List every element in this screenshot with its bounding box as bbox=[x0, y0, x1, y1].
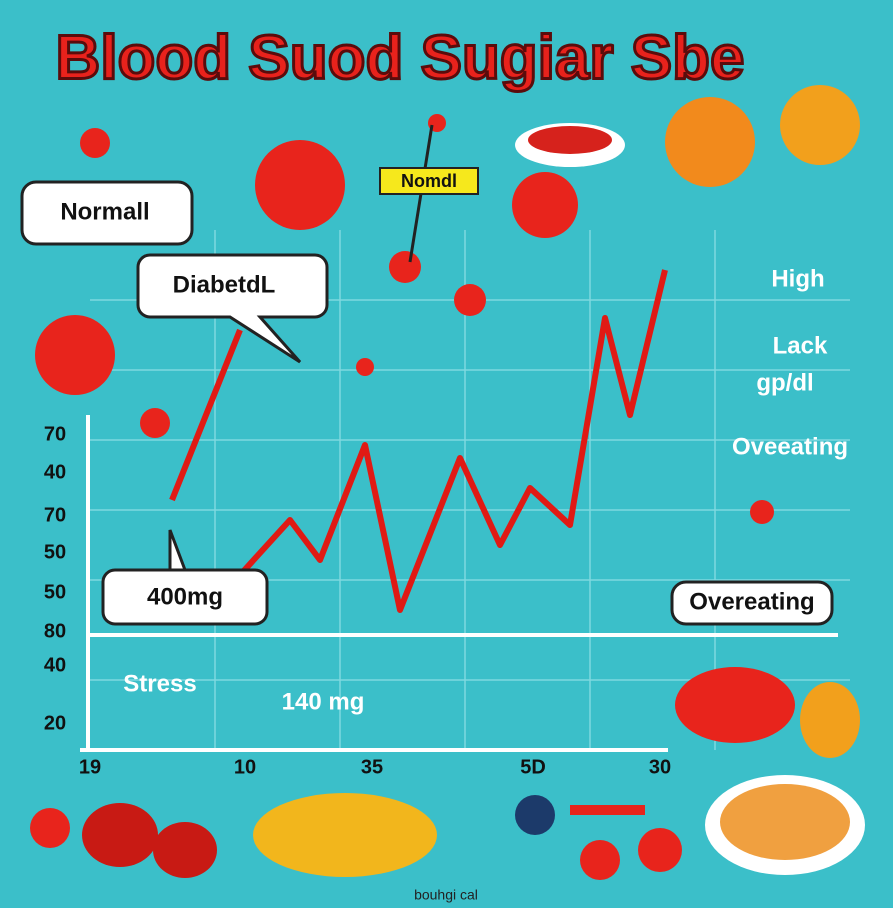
x-axis-label: 5D bbox=[520, 756, 546, 778]
side-label: Stress bbox=[123, 670, 196, 697]
y-axis-label: 40 bbox=[44, 654, 66, 676]
y-axis-labels: 70 40 70 50 50 80 40 20 bbox=[44, 423, 66, 734]
y-axis-label: 80 bbox=[44, 620, 66, 642]
callout-text: DiabetdL bbox=[173, 271, 276, 298]
callout-box bbox=[136, 253, 329, 364]
trend-line bbox=[237, 269, 668, 613]
side-label: Oveeating bbox=[732, 433, 848, 460]
callout-text: 400mg bbox=[147, 583, 223, 610]
callout-box bbox=[670, 580, 834, 626]
y-axis-label: 50 bbox=[44, 581, 66, 603]
x-axis-labels: 19 10 35 5D 30 bbox=[79, 756, 671, 778]
y-axis-label: 70 bbox=[44, 504, 66, 526]
x-axis-label: 30 bbox=[649, 756, 671, 778]
footer: bouhgi cal bbox=[414, 887, 478, 903]
y-axis-label: 20 bbox=[44, 712, 66, 734]
callout-text: Normall bbox=[60, 198, 149, 225]
side-label: Lack bbox=[773, 332, 828, 359]
tag-box bbox=[379, 167, 479, 195]
callout-box bbox=[101, 529, 269, 626]
x-axis-label: 19 bbox=[79, 756, 101, 778]
axes bbox=[80, 415, 838, 752]
callout-text: Overeating bbox=[689, 588, 814, 615]
x-axis-label: 35 bbox=[361, 756, 383, 778]
side-label: High bbox=[771, 265, 824, 292]
trend-line bbox=[169, 328, 243, 502]
side-label: gp/dl bbox=[756, 369, 813, 396]
x-axis-label: 10 bbox=[234, 756, 256, 778]
title: Blood Suod Sugiar Sbe bbox=[56, 23, 745, 92]
y-axis-label: 70 bbox=[44, 423, 66, 445]
decorations bbox=[30, 85, 865, 880]
callout-box bbox=[20, 180, 194, 246]
y-axis-label: 40 bbox=[44, 461, 66, 483]
grid bbox=[90, 230, 850, 750]
tag-text: Nomdl bbox=[401, 171, 457, 191]
y-axis-label: 50 bbox=[44, 541, 66, 563]
side-label: 140 mg bbox=[282, 688, 365, 715]
